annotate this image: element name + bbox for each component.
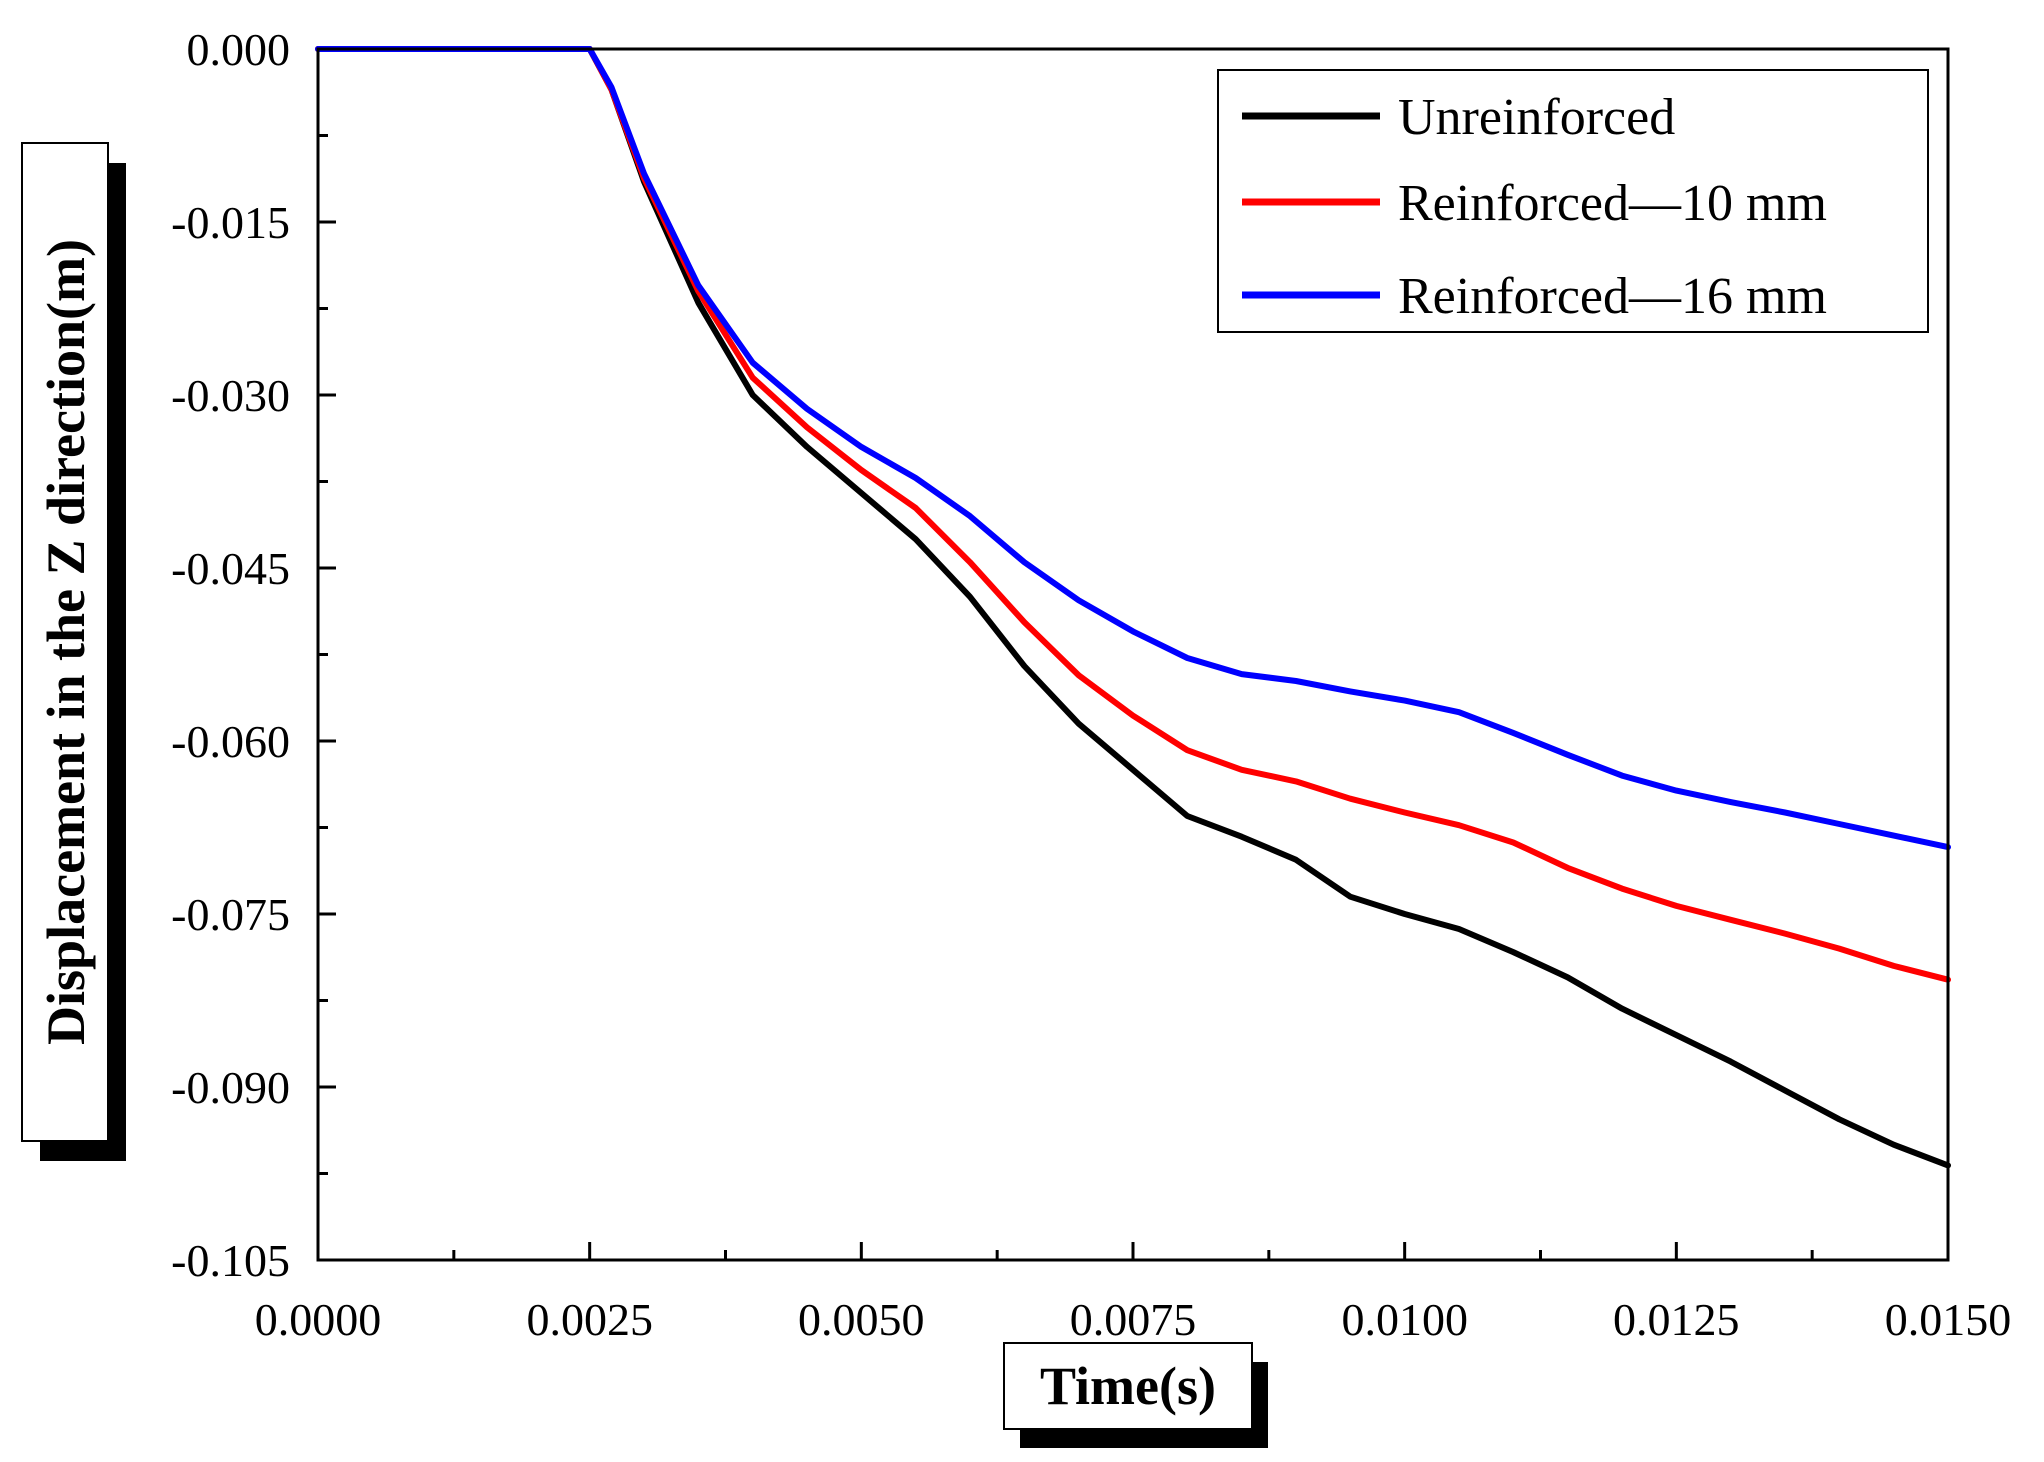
x-tick-label: 0.0125	[1613, 1294, 1740, 1345]
x-tick-label: 0.0075	[1070, 1294, 1197, 1345]
x-tick-label: 0.0050	[798, 1294, 925, 1345]
y-axis-title-box	[21, 142, 109, 1142]
y-tick-label: -0.090	[171, 1062, 290, 1113]
x-axis-title-text: Time(s)	[1040, 1356, 1216, 1416]
y-tick-label: -0.060	[171, 716, 290, 767]
y-tick-label: -0.045	[171, 543, 290, 594]
y-axis-title: Displacement in the Z direction(m)	[21, 142, 126, 1161]
x-axis-title-box	[1003, 1342, 1253, 1430]
legend-label-unreinforced: Unreinforced	[1398, 89, 1675, 146]
x-tick-label: 0.0025	[526, 1294, 653, 1345]
y-tick-labels: 0.000 -0.015 -0.030 -0.045 -0.060 -0.075…	[171, 24, 290, 1286]
legend-label-reinforced-10mm: Reinforced—10 mm	[1398, 175, 1827, 232]
x-tick-label: 0.0000	[255, 1294, 382, 1345]
x-tick-labels: 0.0000 0.0025 0.0050 0.0075 0.0100 0.012…	[255, 1294, 2012, 1345]
series-line-0	[315, 46, 1951, 1169]
legend-label-reinforced-16mm: Reinforced—16 mm	[1398, 268, 1827, 325]
y-tick-label: -0.030	[171, 370, 290, 421]
series-layer	[315, 46, 1951, 1169]
series-line-1	[315, 46, 1951, 983]
tick-layer	[316, 47, 1950, 1262]
y-tick-label: 0.000	[187, 24, 291, 75]
y-tick-label: -0.105	[171, 1235, 290, 1286]
y-tick-label: -0.075	[171, 889, 290, 940]
y-tick-label: -0.015	[171, 197, 290, 248]
x-tick-label: 0.0100	[1341, 1294, 1468, 1345]
y-axis-title-text: Displacement in the Z direction(m)	[36, 239, 96, 1045]
x-axis-title: Time(s)	[1003, 1342, 1268, 1448]
x-tick-label: 0.0150	[1885, 1294, 2012, 1345]
legend: Unreinforced Reinforced—10 mm Reinforced…	[1217, 69, 1929, 333]
series-line-2	[315, 46, 1951, 851]
